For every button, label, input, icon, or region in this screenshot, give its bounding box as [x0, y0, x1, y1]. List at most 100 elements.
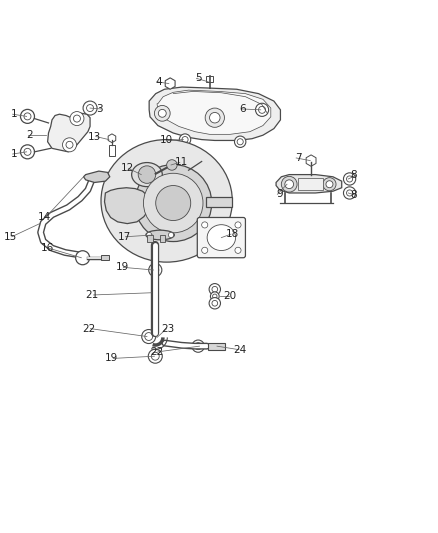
- Circle shape: [24, 148, 31, 155]
- Polygon shape: [206, 197, 232, 207]
- Circle shape: [83, 101, 97, 115]
- Circle shape: [182, 136, 188, 143]
- Bar: [101, 255, 109, 261]
- Text: 11: 11: [174, 157, 188, 167]
- Text: 16: 16: [40, 243, 54, 253]
- Polygon shape: [48, 114, 90, 152]
- Text: 12: 12: [120, 164, 134, 173]
- Circle shape: [212, 301, 218, 306]
- Text: 24: 24: [233, 345, 247, 354]
- Circle shape: [70, 111, 84, 126]
- Circle shape: [210, 292, 219, 301]
- Circle shape: [147, 232, 152, 238]
- Circle shape: [145, 333, 153, 341]
- Text: 22: 22: [82, 324, 96, 334]
- Circle shape: [323, 177, 336, 191]
- Circle shape: [194, 343, 201, 350]
- Bar: [109, 146, 116, 156]
- Text: 3: 3: [96, 104, 102, 114]
- Text: 23: 23: [162, 324, 175, 334]
- Text: 20: 20: [223, 291, 237, 301]
- Bar: [208, 343, 225, 350]
- Text: 18: 18: [226, 229, 239, 239]
- Circle shape: [159, 109, 166, 117]
- Circle shape: [152, 352, 159, 360]
- Circle shape: [21, 145, 35, 159]
- Polygon shape: [165, 78, 175, 89]
- Circle shape: [205, 108, 224, 127]
- Circle shape: [74, 115, 81, 122]
- Circle shape: [343, 187, 356, 199]
- Circle shape: [237, 139, 243, 145]
- Circle shape: [142, 329, 156, 344]
- Text: 8: 8: [350, 190, 357, 200]
- Text: 19: 19: [105, 353, 119, 364]
- Ellipse shape: [207, 225, 236, 251]
- Polygon shape: [108, 134, 116, 143]
- Circle shape: [149, 263, 162, 277]
- Text: 8: 8: [350, 171, 357, 181]
- Text: 21: 21: [85, 290, 99, 300]
- Circle shape: [21, 109, 35, 123]
- Circle shape: [166, 160, 177, 170]
- Circle shape: [155, 106, 170, 121]
- Circle shape: [281, 176, 297, 192]
- Circle shape: [24, 113, 31, 120]
- Text: 13: 13: [88, 132, 101, 142]
- Circle shape: [346, 176, 353, 182]
- Text: 15: 15: [4, 232, 17, 242]
- Circle shape: [168, 232, 173, 238]
- Circle shape: [63, 138, 77, 152]
- Circle shape: [76, 251, 90, 265]
- Circle shape: [201, 247, 208, 253]
- Text: 1: 1: [11, 109, 18, 119]
- Circle shape: [66, 141, 73, 148]
- Circle shape: [343, 173, 356, 185]
- Text: 2: 2: [27, 130, 33, 140]
- Polygon shape: [149, 87, 280, 141]
- Text: 22: 22: [150, 347, 163, 357]
- Circle shape: [235, 247, 241, 253]
- Polygon shape: [84, 171, 110, 182]
- Ellipse shape: [146, 230, 174, 240]
- Bar: [148, 235, 153, 243]
- Text: 10: 10: [160, 135, 173, 146]
- Text: 4: 4: [155, 77, 162, 87]
- Circle shape: [346, 190, 353, 196]
- Text: 7: 7: [295, 153, 301, 163]
- Circle shape: [179, 134, 191, 146]
- FancyBboxPatch shape: [197, 217, 245, 258]
- Circle shape: [135, 165, 212, 241]
- Text: 9: 9: [276, 189, 283, 199]
- Circle shape: [255, 103, 268, 116]
- Circle shape: [156, 185, 191, 221]
- Bar: [298, 177, 323, 190]
- Bar: [160, 235, 165, 243]
- Circle shape: [87, 104, 94, 111]
- Circle shape: [192, 340, 204, 352]
- Bar: [206, 76, 213, 82]
- Polygon shape: [306, 155, 316, 166]
- Circle shape: [326, 181, 333, 188]
- Circle shape: [152, 266, 159, 273]
- Circle shape: [212, 286, 218, 292]
- Polygon shape: [276, 175, 342, 193]
- Circle shape: [235, 222, 241, 228]
- Circle shape: [209, 284, 220, 295]
- Text: 1: 1: [11, 149, 18, 159]
- Text: 6: 6: [240, 104, 246, 114]
- Circle shape: [212, 294, 217, 298]
- Circle shape: [285, 180, 293, 189]
- Circle shape: [258, 106, 265, 114]
- Polygon shape: [157, 90, 271, 134]
- Circle shape: [209, 112, 220, 123]
- Ellipse shape: [132, 163, 162, 187]
- Text: 17: 17: [117, 232, 131, 242]
- Circle shape: [138, 166, 156, 183]
- Circle shape: [148, 349, 162, 363]
- Ellipse shape: [101, 140, 232, 262]
- Polygon shape: [105, 188, 149, 224]
- Circle shape: [234, 136, 246, 148]
- Text: 14: 14: [37, 213, 51, 222]
- Text: 19: 19: [115, 262, 129, 272]
